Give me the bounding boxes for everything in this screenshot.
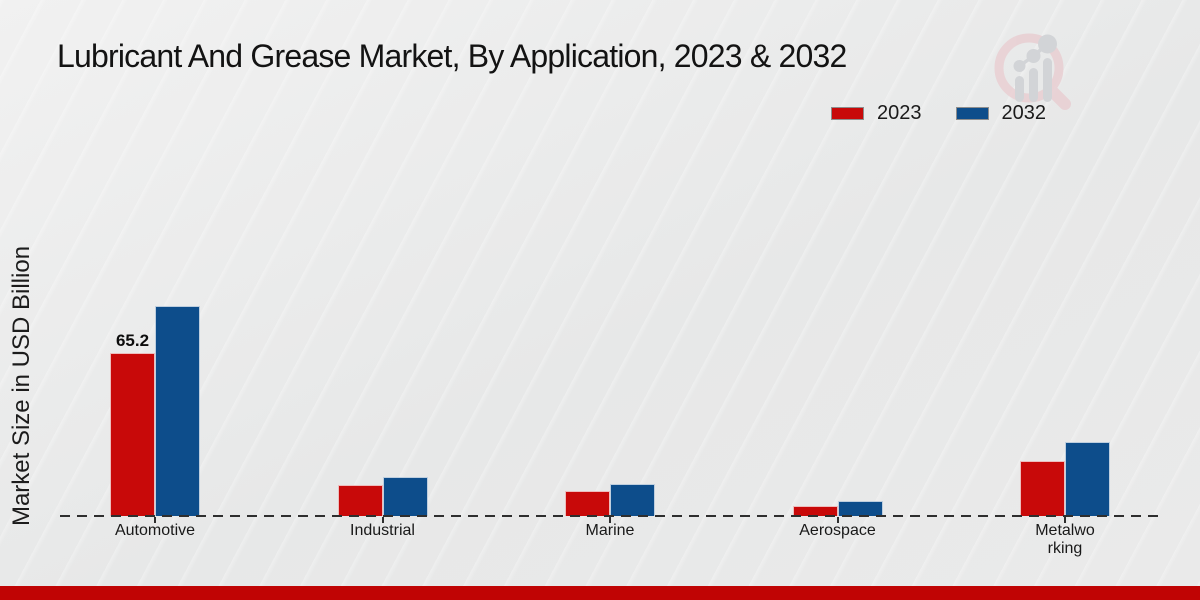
bar-2032-automotive: [155, 306, 200, 516]
legend-swatch-2032: [955, 107, 989, 120]
bar-2023-metalworking: [1020, 461, 1065, 516]
x-axis-tick: [381, 517, 384, 523]
x-axis-label: Metalwo rking: [1035, 522, 1095, 558]
bar-2023-industrial: [337, 485, 383, 516]
bar-2023-marine: [565, 491, 610, 516]
x-axis-label: Aerospace: [799, 522, 876, 539]
x-axis-label: Marine: [585, 522, 635, 539]
x-axis-tick: [836, 517, 839, 523]
legend-item-2032: 2032: [955, 102, 1047, 125]
bar-value-label: 65.2: [115, 331, 150, 350]
bar-2023-aerospace: [792, 506, 838, 516]
magnifier-bar-chart-logo-icon: [994, 33, 1071, 110]
legend-swatch-2023: [831, 107, 864, 120]
bar-2032-aerospace: [837, 501, 883, 516]
x-axis-label: Industrial: [350, 522, 415, 539]
legend: 2023 2032: [831, 102, 1046, 125]
footer-accent-bar: [0, 586, 1200, 600]
bar-2032-industrial: [382, 477, 428, 516]
x-axis-tick: [609, 517, 611, 523]
bar-2032-metalworking: [1065, 442, 1110, 516]
chart-title: Lubricant And Grease Market, By Applicat…: [57, 38, 847, 74]
bar-2032-marine: [610, 484, 655, 516]
legend-label-2023: 2023: [877, 102, 922, 124]
x-axis-tick: [1064, 517, 1066, 523]
legend-label-2032: 2032: [1001, 102, 1047, 124]
bar-2023-automotive: [110, 353, 155, 516]
legend-item-2023: 2023: [831, 102, 922, 125]
x-axis-tick: [154, 517, 156, 523]
x-axis-label: Automotive: [114, 522, 196, 539]
